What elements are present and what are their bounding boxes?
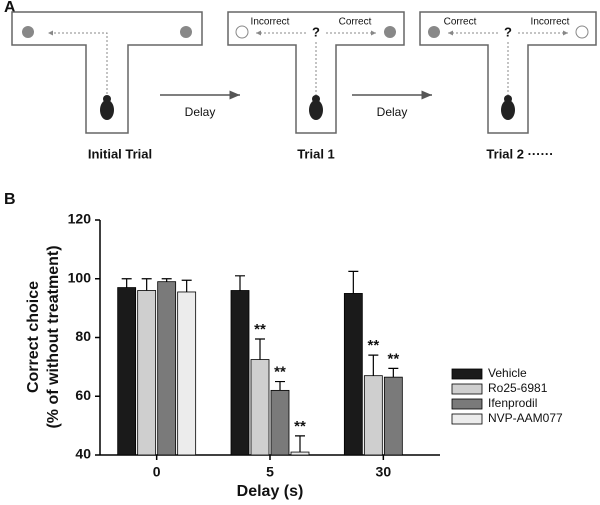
legend-label: NVP-AAM077: [488, 411, 563, 425]
question-mark: ?: [312, 24, 320, 39]
error-bar: [255, 338, 265, 360]
x-tick-label: 5: [266, 464, 274, 480]
legend-label: Ro25-6981: [488, 381, 548, 395]
delay-label: Delay: [377, 105, 408, 119]
choice-label: Incorrect: [251, 17, 290, 28]
y-tick-label: 60: [75, 387, 91, 403]
error-bar: [388, 367, 399, 378]
trial-caption: Initial Trial: [88, 146, 152, 161]
error-bar: [275, 380, 285, 391]
significance: **: [367, 337, 379, 354]
bar: [250, 359, 270, 456]
y-tick-label: 100: [68, 269, 92, 285]
x-axis-label: Delay (s): [237, 483, 304, 500]
choice-label: Correct: [444, 17, 477, 28]
question-mark: ?: [504, 24, 512, 39]
bar: [270, 389, 290, 456]
panel-label: B: [4, 191, 16, 208]
bar: [177, 291, 197, 456]
y-tick-label: 40: [75, 446, 91, 462]
error-bar: [295, 435, 305, 453]
y-axis-label: Correct choice: [25, 281, 42, 393]
error-bar: [121, 278, 132, 288]
legend-swatch: [451, 413, 483, 425]
legend-swatch: [451, 383, 483, 395]
trial-caption: Trial 2 ······: [486, 146, 553, 161]
error-bar: [235, 275, 245, 291]
x-tick-label: 0: [153, 464, 161, 480]
error-bar: [348, 270, 359, 294]
legend-swatch: [451, 398, 483, 410]
y-tick-label: 120: [68, 211, 92, 227]
significance: **: [274, 364, 286, 381]
maze: [11, 11, 203, 134]
y-axis-label: (% of without treatment): [45, 245, 62, 428]
legend-label: Ifenprodil: [488, 396, 537, 410]
error-bar: [161, 278, 172, 282]
legend-swatch: [451, 368, 483, 380]
error-bar: [141, 278, 152, 291]
maze: [419, 11, 597, 134]
x-tick-label: 30: [376, 464, 392, 480]
maze: [227, 11, 405, 134]
bar: [383, 376, 403, 456]
error-bar: [181, 279, 192, 292]
trial-caption: Trial 1: [297, 146, 335, 161]
bar: [230, 290, 250, 456]
y-tick-label: 80: [75, 328, 91, 344]
choice-label: Correct: [339, 17, 372, 28]
significance: **: [387, 350, 399, 367]
bar: [117, 287, 137, 456]
bar: [343, 293, 363, 456]
significance: **: [254, 321, 266, 338]
choice-label: Incorrect: [531, 17, 570, 28]
bar: [137, 290, 157, 456]
bar: [290, 451, 310, 456]
legend-label: Vehicle: [488, 366, 527, 380]
bar: [157, 281, 177, 456]
bar: [363, 375, 383, 456]
delay-label: Delay: [185, 105, 216, 119]
significance: **: [294, 418, 306, 435]
error-bar: [368, 354, 379, 376]
